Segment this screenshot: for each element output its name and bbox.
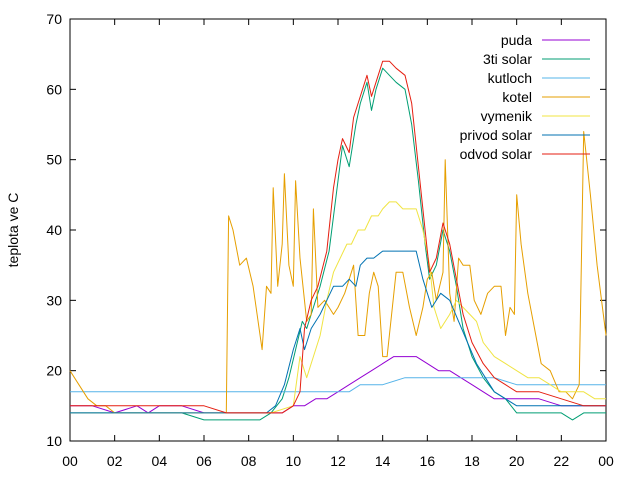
legend: puda 3ti solar kutloch kotel vymenik privod s…: [460, 32, 590, 162]
legend-label: kotel: [502, 89, 532, 105]
x-tick-label: 12: [330, 453, 346, 469]
y-tick-label: 20: [46, 363, 62, 379]
y-tick-label: 60: [46, 81, 62, 97]
x-tick-label: 00: [598, 453, 614, 469]
x-tick-label: 22: [554, 453, 570, 469]
legend-label: puda: [501, 32, 532, 48]
x-tick-label: 16: [420, 453, 436, 469]
x-tick-label: 06: [196, 453, 212, 469]
legend-label: privod solar: [460, 127, 533, 143]
series-line-3ti-solar: [70, 67, 606, 421]
axis-ticks: 10 20 30 40 50 60 70 00 02 04 06 08 10 12 14 16 18 20 22 00: [46, 11, 614, 469]
legend-label: odvod solar: [460, 146, 533, 162]
y-tick-label: 40: [46, 222, 62, 238]
x-tick-label: 00: [62, 453, 78, 469]
x-tick-label: 14: [375, 453, 391, 469]
series-line-odvod-solar: [70, 60, 606, 414]
x-tick-label: 04: [152, 453, 168, 469]
x-tick-label: 18: [464, 453, 480, 469]
legend-label: kutloch: [488, 70, 532, 86]
y-tick-label: 30: [46, 292, 62, 308]
x-tick-label: 10: [286, 453, 302, 469]
y-tick-label: 10: [46, 433, 62, 449]
x-tick-label: 08: [241, 453, 257, 469]
x-tick-label: 20: [509, 453, 525, 469]
series-line-kotel: [69, 131, 607, 414]
legend-label: vymenik: [481, 108, 533, 124]
y-tick-label: 70: [46, 11, 62, 27]
x-tick-label: 02: [107, 453, 123, 469]
y-axis-label: teplota ve C: [5, 193, 21, 268]
series-line-kutloch: [70, 377, 606, 393]
series-lines: [69, 60, 607, 421]
legend-label: 3ti solar: [483, 51, 532, 67]
y-tick-label: 50: [46, 152, 62, 168]
